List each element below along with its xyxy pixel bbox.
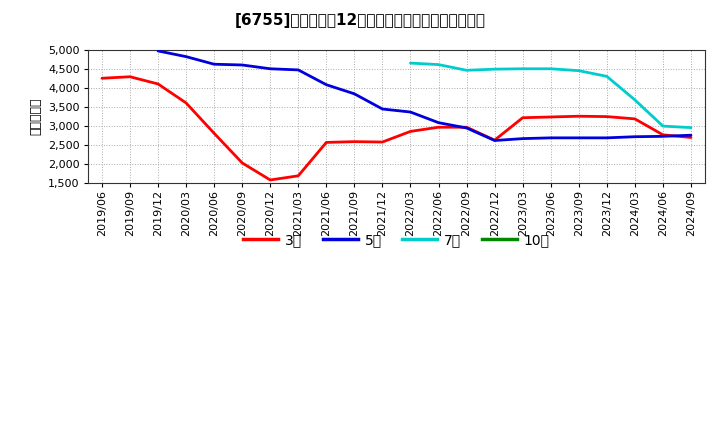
Legend: 3年, 5年, 7年, 10年: 3年, 5年, 7年, 10年 <box>238 227 555 253</box>
Text: [6755]　経常利益12か月移動合計の標準偏差の推移: [6755] 経常利益12か月移動合計の標準偏差の推移 <box>235 13 485 28</box>
Y-axis label: （百万円）: （百万円） <box>30 98 42 135</box>
